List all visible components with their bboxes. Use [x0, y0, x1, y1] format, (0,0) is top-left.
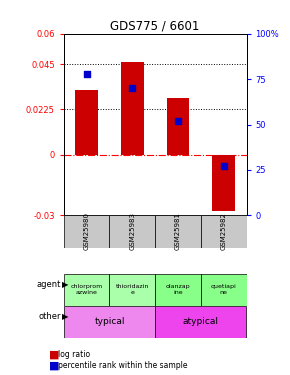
Text: percentile rank within the sample: percentile rank within the sample [58, 361, 188, 370]
Bar [155, 306, 246, 338]
Bar [64, 215, 110, 248]
Text: agent: agent [37, 280, 61, 290]
Bar [155, 274, 201, 306]
Bar [64, 274, 110, 306]
Text: GSM25980: GSM25980 [84, 212, 90, 250]
Point [176, 118, 180, 124]
Text: typical: typical [94, 317, 125, 326]
Bar [166, 98, 189, 155]
Text: ▶: ▶ [62, 280, 69, 290]
Text: other: other [38, 312, 61, 321]
Text: GSM25983: GSM25983 [129, 212, 135, 250]
Text: olanzap
ine: olanzap ine [166, 284, 190, 295]
Text: GSM25982: GSM25982 [221, 213, 227, 250]
Bar [64, 306, 155, 338]
Bar [110, 274, 155, 306]
Point [130, 85, 135, 91]
Text: log ratio: log ratio [58, 350, 90, 359]
Bar [110, 215, 155, 248]
Text: atypical: atypical [183, 317, 219, 326]
Text: thioridazin
e: thioridazin e [116, 284, 149, 295]
Text: chlorprom
azwine: chlorprom azwine [70, 284, 103, 295]
Title: GDS775 / 6601: GDS775 / 6601 [110, 20, 200, 33]
Text: ■: ■ [49, 361, 60, 370]
Text: quetiapi
ne: quetiapi ne [211, 284, 237, 295]
Bar [75, 90, 98, 155]
Bar [155, 215, 201, 248]
Bar [212, 155, 235, 211]
Text: ▶: ▶ [62, 312, 69, 321]
Bar [201, 215, 246, 248]
Point [84, 70, 89, 76]
Text: GSM25981: GSM25981 [175, 212, 181, 250]
Bar [121, 62, 144, 155]
Text: ■: ■ [49, 350, 60, 359]
Point [221, 163, 226, 169]
Bar [201, 274, 246, 306]
